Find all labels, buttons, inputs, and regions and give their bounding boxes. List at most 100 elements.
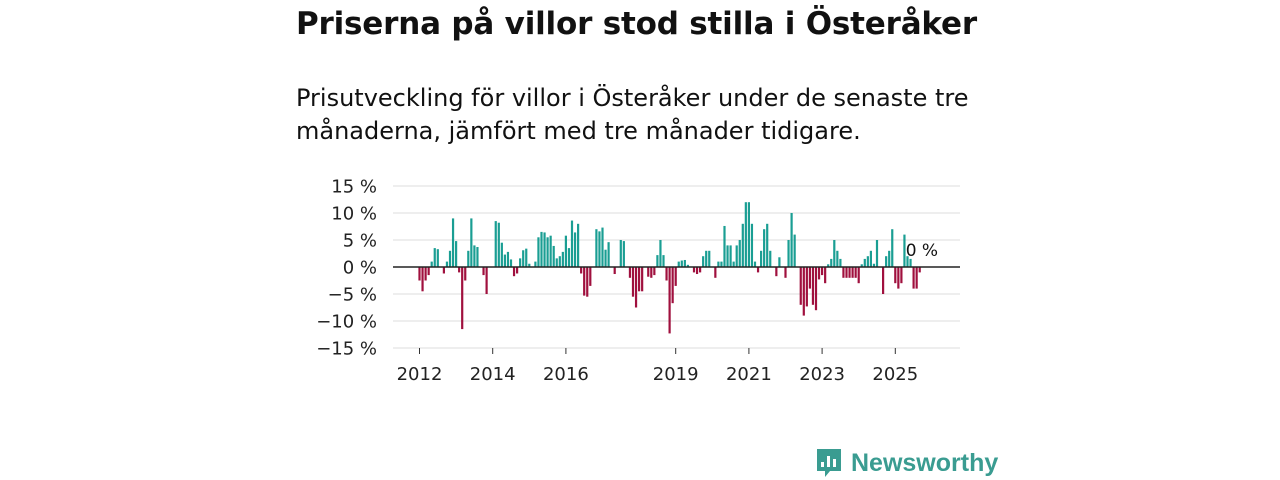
bar <box>470 218 473 267</box>
bar <box>778 257 781 267</box>
bar <box>601 227 604 267</box>
bar <box>622 241 625 267</box>
bar <box>875 240 879 267</box>
y-tick-label: 15 % <box>331 177 377 198</box>
bar <box>680 260 683 267</box>
bar <box>607 242 610 267</box>
bar <box>433 248 436 267</box>
bar <box>613 267 616 275</box>
x-tick-label: 2025 <box>872 364 918 385</box>
bar <box>570 220 574 267</box>
bar <box>824 267 827 284</box>
bar <box>872 263 876 267</box>
bar <box>476 247 479 267</box>
bar <box>668 267 671 334</box>
bar <box>891 229 894 267</box>
chart-title: Priserna på villor stod stilla i Österåk… <box>296 6 977 42</box>
bar <box>702 256 705 267</box>
bar <box>903 234 906 267</box>
bar <box>705 250 708 267</box>
bar <box>839 258 842 267</box>
bar <box>821 267 824 276</box>
bar <box>766 223 769 267</box>
bar <box>677 261 680 267</box>
bar <box>793 234 796 267</box>
y-axis-ticks: 15 % 10 % 5 % 0 % −5 % −10 % −15 % <box>316 177 377 360</box>
bar <box>775 267 778 277</box>
bar <box>888 250 891 267</box>
bar <box>760 250 763 267</box>
bar <box>650 267 653 278</box>
bar <box>528 263 531 267</box>
bar <box>516 267 519 274</box>
bar <box>448 250 452 267</box>
bar <box>445 261 449 267</box>
bar <box>854 267 857 278</box>
bar <box>522 250 525 267</box>
bar <box>735 245 738 267</box>
bar <box>747 202 750 267</box>
bar <box>552 245 555 267</box>
bar <box>540 231 543 267</box>
bar <box>506 251 510 267</box>
bar <box>671 267 674 304</box>
brand-logo: Newsworthy <box>816 446 998 480</box>
bar <box>726 245 729 267</box>
bar <box>561 251 564 267</box>
brand-name: Newsworthy <box>851 448 999 477</box>
bar <box>647 267 650 277</box>
y-tick-label: −5 % <box>328 285 377 306</box>
bar <box>695 267 699 275</box>
bar <box>900 267 903 284</box>
bar <box>869 250 872 267</box>
bar <box>732 261 735 267</box>
y-tick-label: −10 % <box>316 312 377 333</box>
bar <box>885 256 888 267</box>
bar <box>598 231 601 267</box>
bar <box>503 254 506 267</box>
bar <box>458 267 461 273</box>
bar <box>845 267 848 278</box>
bar <box>577 223 580 267</box>
bar <box>467 250 470 267</box>
bar <box>534 261 537 267</box>
bar <box>909 258 912 267</box>
bar <box>787 240 790 267</box>
bar <box>918 267 921 273</box>
bar <box>915 267 918 289</box>
bar <box>595 229 598 267</box>
bar <box>827 264 830 267</box>
bar <box>464 267 467 281</box>
bar <box>805 267 808 307</box>
x-tick-label: 2019 <box>653 364 699 385</box>
bars <box>418 202 921 334</box>
bar <box>494 221 497 267</box>
bar <box>756 267 760 273</box>
bar <box>473 245 476 267</box>
bar <box>830 258 833 267</box>
newsworthy-logo-icon <box>817 449 841 477</box>
y-tick-label: −15 % <box>316 339 377 360</box>
bar <box>741 223 744 267</box>
bar <box>546 237 549 267</box>
bar <box>583 267 586 296</box>
bar <box>714 267 717 278</box>
bar <box>497 222 500 267</box>
bar <box>860 264 863 267</box>
bar <box>692 267 696 273</box>
y-tick-label: 5 % <box>343 231 377 252</box>
bar <box>799 267 802 305</box>
bar <box>455 241 458 267</box>
bar <box>866 256 869 267</box>
bar <box>686 264 689 267</box>
bar <box>656 255 659 267</box>
bar <box>586 267 589 297</box>
bar <box>894 267 897 284</box>
bar <box>683 259 686 267</box>
bar <box>738 240 741 267</box>
bar <box>814 267 818 311</box>
bar <box>723 225 726 267</box>
bar <box>708 250 711 267</box>
bar <box>833 240 836 267</box>
bar <box>662 255 665 267</box>
